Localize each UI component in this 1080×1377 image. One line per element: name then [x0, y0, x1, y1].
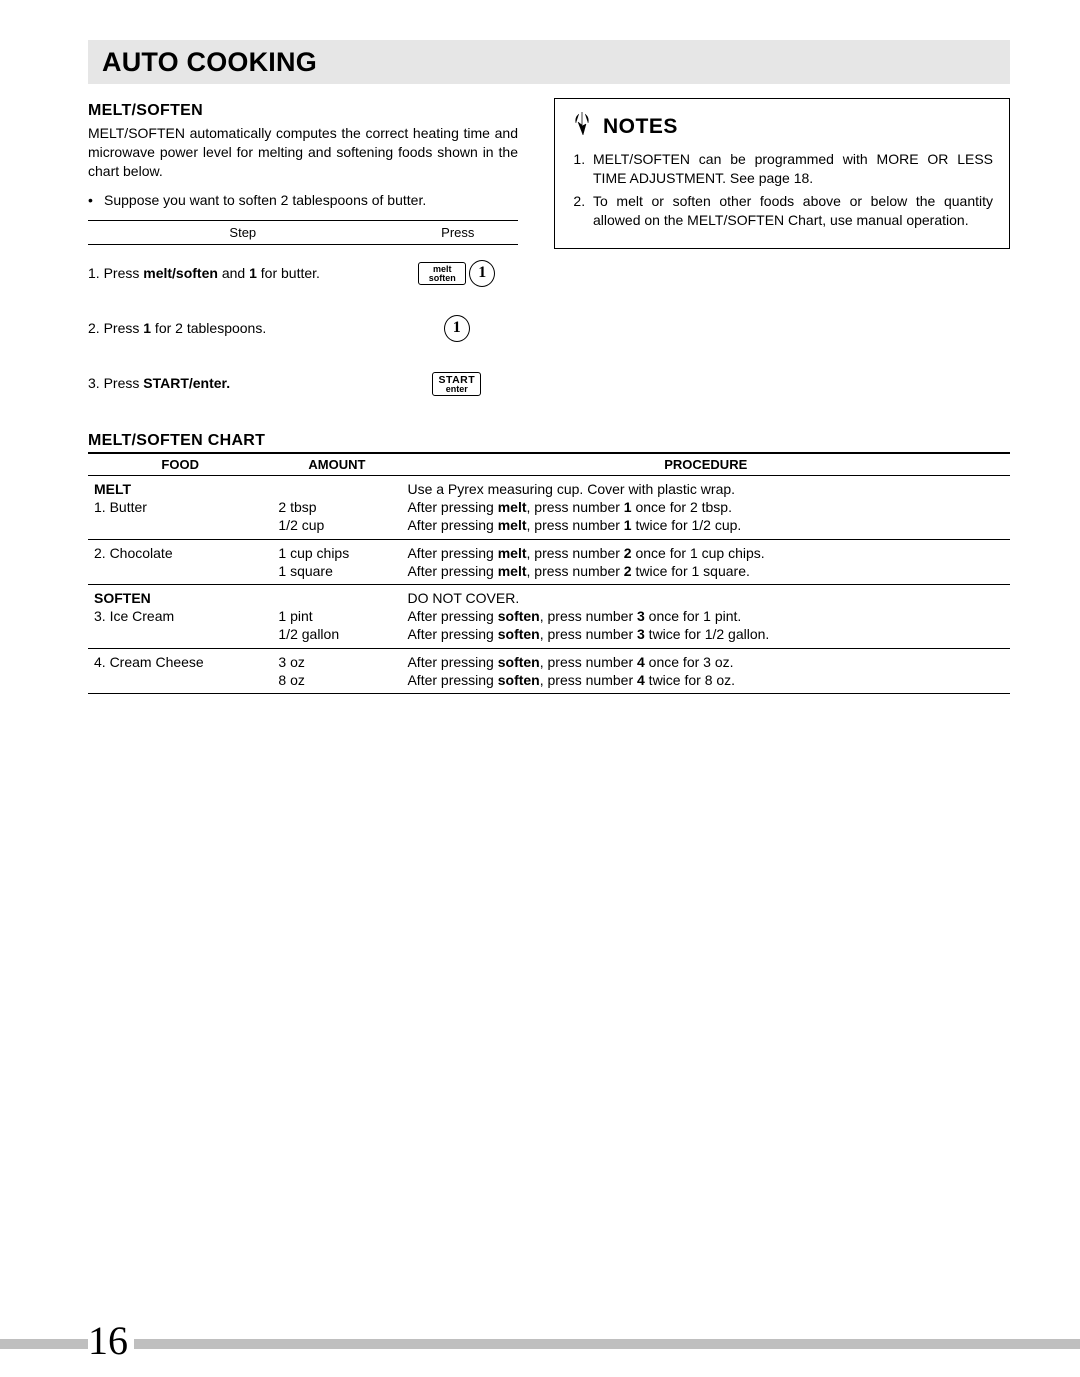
procedure-text: Use a Pyrex measuring cup. Cover with pl… — [407, 480, 1004, 498]
procedure-cell: Use a Pyrex measuring cup. Cover with pl… — [401, 476, 1010, 540]
procedure-cell: DO NOT COVER. After pressing soften, pre… — [401, 585, 1010, 649]
text: 1. Press — [88, 265, 143, 281]
text: 2. Press — [88, 320, 143, 336]
procedure-text: After pressing melt, press number 1 twic… — [407, 516, 1004, 534]
procedure-text: After pressing melt, press number 1 once… — [407, 498, 1004, 516]
bold-text: melt/soften — [143, 265, 218, 281]
food-item: 3. Ice Cream — [94, 607, 266, 625]
amount-cell: 3 oz 8 oz — [272, 648, 401, 693]
notes-icon — [571, 111, 593, 142]
text: 3. Press — [88, 375, 143, 391]
page-title: AUTO COOKING — [102, 47, 996, 78]
amount-value: 1 cup chips — [278, 544, 395, 562]
button-label: soften — [429, 274, 456, 283]
step-header: Step — [88, 220, 398, 244]
title-bar: AUTO COOKING — [88, 40, 1010, 84]
notes-list: MELT/SOFTEN can be programmed with MORE … — [571, 150, 993, 230]
page-number-box: 16 — [88, 1321, 134, 1361]
notes-heading: NOTES — [571, 111, 993, 142]
bold-text: 1 — [249, 265, 257, 281]
procedure-text: After pressing soften, press number 3 tw… — [407, 625, 1004, 643]
col-food: FOOD — [88, 453, 272, 476]
col-amount: AMOUNT — [272, 453, 401, 476]
procedure-text: After pressing melt, press number 2 twic… — [407, 562, 1004, 580]
press-icons: melt soften 1 — [398, 244, 518, 301]
right-column: NOTES MELT/SOFTEN can be programmed with… — [554, 98, 1010, 249]
food-cell: SOFTEN 3. Ice Cream — [88, 585, 272, 649]
bold-text: START/enter. — [143, 375, 230, 391]
press-header: Press — [398, 220, 518, 244]
step-text: 3. Press START/enter. — [88, 356, 398, 411]
button-label: enter — [446, 385, 468, 394]
step-row: 3. Press START/enter. START enter — [88, 356, 518, 411]
press-icons: 1 — [398, 301, 518, 356]
text: for 2 tablespoons. — [151, 320, 266, 336]
amount-value: 1/2 cup — [278, 516, 395, 534]
procedure-cell: After pressing melt, press number 2 once… — [401, 539, 1010, 584]
amount-cell: 1 cup chips 1 square — [272, 539, 401, 584]
intro-text: MELT/SOFTEN automatically computes the c… — [88, 124, 518, 181]
page: AUTO COOKING MELT/SOFTEN MELT/SOFTEN aut… — [0, 0, 1080, 1377]
example-bullet: Suppose you want to soften 2 tablespoons… — [88, 191, 518, 210]
button-group: melt soften 1 — [418, 260, 495, 287]
text: for butter. — [257, 265, 320, 281]
note-item: To melt or soften other foods above or b… — [589, 192, 993, 230]
start-enter-button-icon: START enter — [432, 372, 481, 397]
category-label: SOFTEN — [94, 589, 266, 607]
amount-value: 3 oz — [278, 653, 395, 671]
pointer-icon — [571, 111, 593, 137]
step-text: 1. Press melt/soften and 1 for butter. — [88, 244, 398, 301]
food-item: 1. Butter — [94, 498, 266, 516]
notes-box: NOTES MELT/SOFTEN can be programmed with… — [554, 98, 1010, 249]
one-button-icon: 1 — [444, 315, 470, 342]
food-cell: 4. Cream Cheese — [88, 648, 272, 693]
page-number: 16 — [88, 1318, 128, 1363]
step-text: 2. Press 1 for 2 tablespoons. — [88, 301, 398, 356]
amount-value: 1/2 gallon — [278, 625, 395, 643]
text: and — [218, 265, 249, 281]
chart-heading: MELT/SOFTEN CHART — [88, 432, 1010, 450]
melt-soften-button-icon: melt soften — [418, 262, 466, 285]
procedure-text: After pressing soften, press number 4 on… — [407, 653, 1004, 671]
procedure-text: After pressing soften, press number 4 tw… — [407, 671, 1004, 689]
procedure-cell: After pressing soften, press number 4 on… — [401, 648, 1010, 693]
press-icons: START enter — [398, 356, 518, 411]
footer-bar — [0, 1339, 1080, 1349]
table-row: MELT 1. Butter 2 tbsp 1/2 cup Use a Pyre… — [88, 476, 1010, 540]
step-row: 1. Press melt/soften and 1 for butter. m… — [88, 244, 518, 301]
procedure-text: DO NOT COVER. — [407, 589, 1004, 607]
procedure-text: After pressing soften, press number 3 on… — [407, 607, 1004, 625]
bold-text: 1 — [143, 320, 151, 336]
two-column-layout: MELT/SOFTEN MELT/SOFTEN automatically co… — [88, 98, 1010, 410]
table-row: 2. Chocolate 1 cup chips 1 square After … — [88, 539, 1010, 584]
example-bullet-list: Suppose you want to soften 2 tablespoons… — [88, 191, 518, 210]
table-row: 4. Cream Cheese 3 oz 8 oz After pressing… — [88, 648, 1010, 693]
amount-value: 1 pint — [278, 607, 395, 625]
category-label: MELT — [94, 480, 266, 498]
amount-value: 8 oz — [278, 671, 395, 689]
procedure-text: After pressing melt, press number 2 once… — [407, 544, 1004, 562]
food-cell: MELT 1. Butter — [88, 476, 272, 540]
left-column: MELT/SOFTEN MELT/SOFTEN automatically co… — [88, 98, 518, 410]
amount-value: 2 tbsp — [278, 498, 395, 516]
step-row: 2. Press 1 for 2 tablespoons. 1 — [88, 301, 518, 356]
one-button-icon: 1 — [469, 260, 495, 287]
melt-soften-chart: FOOD AMOUNT PROCEDURE MELT 1. Butter 2 t… — [88, 452, 1010, 694]
amount-value: 1 square — [278, 562, 395, 580]
note-item: MELT/SOFTEN can be programmed with MORE … — [589, 150, 993, 188]
food-cell: 2. Chocolate — [88, 539, 272, 584]
table-row: SOFTEN 3. Ice Cream 1 pint 1/2 gallon DO… — [88, 585, 1010, 649]
notes-label: NOTES — [603, 115, 678, 139]
section-heading: MELT/SOFTEN — [88, 102, 518, 120]
col-procedure: PROCEDURE — [401, 453, 1010, 476]
amount-cell: 1 pint 1/2 gallon — [272, 585, 401, 649]
amount-cell: 2 tbsp 1/2 cup — [272, 476, 401, 540]
step-press-table: Step Press 1. Press melt/soften and 1 fo… — [88, 220, 518, 411]
